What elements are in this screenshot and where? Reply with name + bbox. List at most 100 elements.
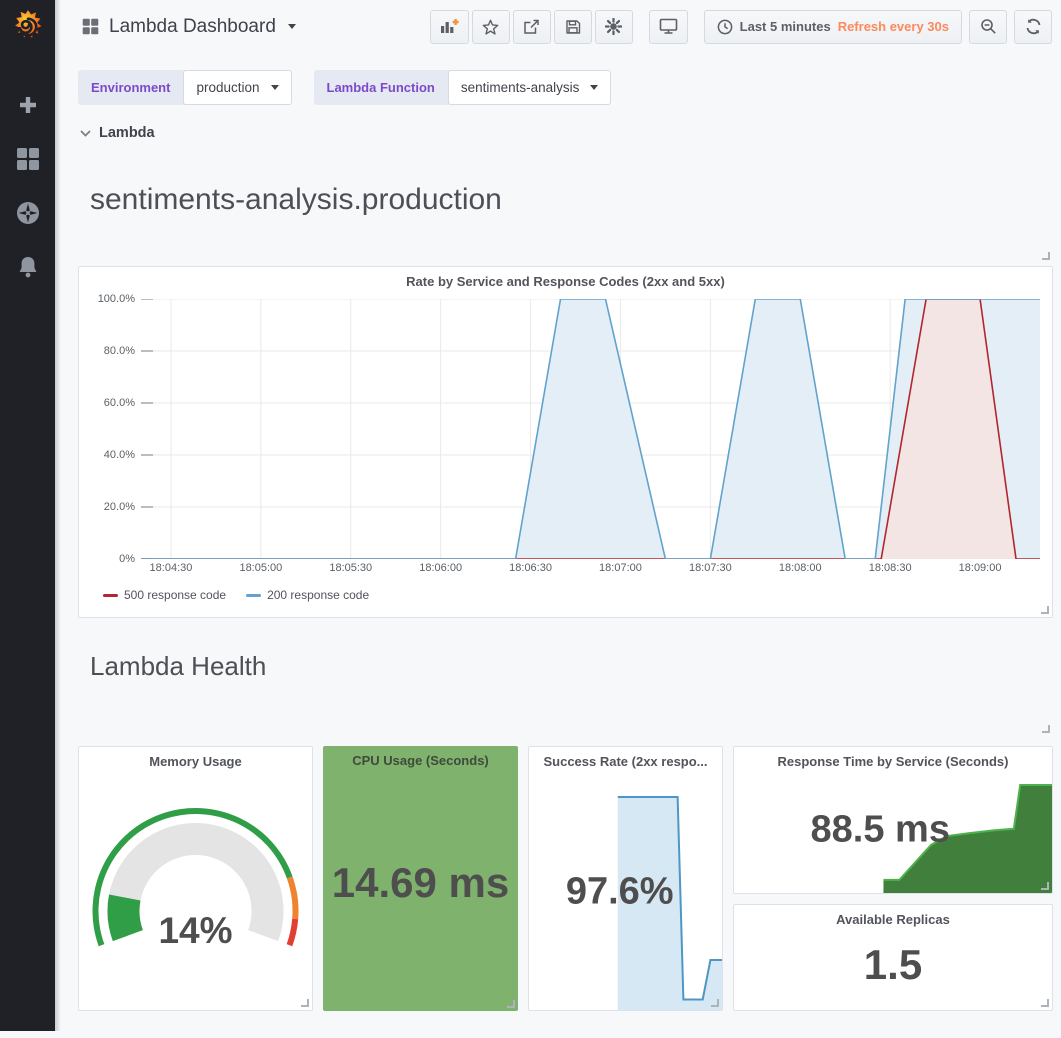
success-rate-sparkline bbox=[529, 747, 722, 1010]
x-tick-label: 18:06:30 bbox=[509, 562, 552, 574]
share-icon bbox=[524, 19, 539, 34]
add-panel-button[interactable] bbox=[429, 9, 469, 44]
chevron-down-icon bbox=[287, 24, 296, 29]
sidebar-alerting-button[interactable] bbox=[15, 254, 41, 280]
refresh-icon bbox=[1026, 18, 1040, 35]
x-axis-labels: 18:04:30 18:05:00 18:05:30 18:06:00 18:06:30… bbox=[141, 562, 1040, 580]
section-title: Lambda Health bbox=[90, 651, 267, 681]
clock-icon bbox=[717, 19, 733, 34]
rate-graph-panel: Rate by Service and Response Codes (2xx … bbox=[78, 266, 1053, 618]
available-replicas-value: 1.5 bbox=[863, 941, 923, 988]
rate-graph-canvas[interactable] bbox=[141, 299, 1040, 559]
variable-lambda-function-value: sentiments-analysis bbox=[460, 80, 580, 95]
panel-resize-handle[interactable] bbox=[1042, 725, 1050, 733]
refresh-dashboard-button[interactable] bbox=[1014, 9, 1052, 44]
variable-environment-label: Environment bbox=[91, 80, 171, 95]
y-tick-label: 100.0% bbox=[97, 293, 135, 305]
legend-series-label: 200 response code bbox=[267, 588, 370, 602]
response-time-sparkline bbox=[734, 747, 1052, 893]
share-dashboard-button[interactable] bbox=[512, 9, 551, 44]
zoom-out-button[interactable] bbox=[969, 9, 1007, 44]
row-lambda-toggle[interactable]: Lambda bbox=[80, 125, 1061, 141]
y-axis-labels: 0% 20.0% 40.0% 60.0% 80.0% 100.0% bbox=[89, 293, 141, 565]
panel-resize-handle[interactable] bbox=[1041, 882, 1049, 890]
cpu-usage-value: 14.69 ms bbox=[331, 858, 510, 906]
rate-graph-plot: 0% 20.0% 40.0% 60.0% 80.0% 100.0% bbox=[79, 293, 1052, 565]
variable-lambda-function-select[interactable]: sentiments-analysis bbox=[447, 70, 612, 105]
template-variables-row: Environment production Lambda Function s… bbox=[55, 53, 1061, 105]
bell-icon bbox=[19, 257, 36, 278]
refresh-interval-label: Refresh every 30s bbox=[837, 19, 949, 34]
legend-color-dash bbox=[246, 593, 262, 597]
chevron-down-icon bbox=[270, 85, 279, 90]
x-tick-label: 18:08:00 bbox=[778, 562, 822, 574]
chevron-down-icon bbox=[80, 129, 91, 137]
panel-resize-handle[interactable] bbox=[1041, 999, 1049, 1007]
variable-lambda-function: Lambda Function sentiments-analysis bbox=[313, 70, 612, 105]
available-replicas-title[interactable]: Available Replicas bbox=[836, 911, 950, 927]
rate-graph-panel-title[interactable]: Rate by Service and Response Codes (2xx … bbox=[406, 273, 725, 289]
memory-usage-title[interactable]: Memory Usage bbox=[149, 753, 242, 769]
save-icon bbox=[565, 19, 580, 34]
x-tick-label: 18:06:00 bbox=[419, 562, 463, 574]
panel-resize-handle[interactable] bbox=[301, 999, 309, 1007]
sidebar-add-button[interactable] bbox=[15, 92, 41, 118]
function-title: sentiments-analysis.production bbox=[90, 183, 502, 216]
y-tick-label: 80.0% bbox=[103, 345, 135, 357]
grafana-logo-icon bbox=[14, 10, 42, 38]
x-tick-label: 18:05:30 bbox=[329, 562, 373, 574]
response-time-title[interactable]: Response Time by Service (Seconds) bbox=[777, 753, 1009, 769]
chevron-down-icon bbox=[590, 85, 599, 90]
memory-usage-panel: Memory Usage 14% bbox=[78, 746, 313, 1011]
y-tick-label: 20.0% bbox=[103, 501, 135, 513]
monitor-icon bbox=[659, 18, 677, 34]
sidebar-dashboards-button[interactable] bbox=[15, 146, 41, 172]
dashboard-title-menu[interactable]: Lambda Dashboard bbox=[82, 16, 296, 38]
grafana-logo[interactable] bbox=[0, 0, 55, 54]
sidebar bbox=[0, 0, 61, 1031]
variable-lambda-function-label: Lambda Function bbox=[326, 80, 435, 95]
y-tick-label: 0% bbox=[119, 553, 135, 565]
panel-resize-handle[interactable] bbox=[507, 1000, 515, 1008]
variable-environment-value: production bbox=[196, 80, 260, 95]
zoom-out-icon bbox=[980, 19, 996, 34]
panel-resize-handle[interactable] bbox=[1041, 606, 1049, 614]
main-content: Lambda Dashboard bbox=[55, 0, 1061, 1038]
cycle-view-mode-button[interactable] bbox=[648, 9, 688, 44]
x-tick-label: 18:04:30 bbox=[149, 562, 193, 574]
dashboards-grid-icon bbox=[16, 148, 39, 170]
variable-environment-select[interactable]: production bbox=[183, 70, 292, 105]
panel-resize-handle[interactable] bbox=[711, 999, 719, 1007]
top-navbar: Lambda Dashboard bbox=[55, 0, 1061, 53]
success-rate-title[interactable]: Success Rate (2xx respo... bbox=[543, 753, 708, 769]
save-dashboard-button[interactable] bbox=[553, 9, 592, 44]
plus-icon bbox=[19, 97, 36, 113]
y-tick-label: 60.0% bbox=[103, 397, 135, 409]
sidebar-explore-button[interactable] bbox=[15, 200, 41, 226]
add-panel-icon bbox=[440, 19, 459, 33]
x-tick-label: 18:07:00 bbox=[599, 562, 642, 574]
response-time-panel: Response Time by Service (Seconds) 88.5 … bbox=[733, 746, 1053, 894]
response-time-value: 88.5 ms bbox=[810, 808, 950, 851]
time-range-label: Last 5 minutes bbox=[739, 19, 831, 34]
cpu-usage-panel: CPU Usage (Seconds) 14.69 ms bbox=[323, 746, 518, 1011]
variable-environment: Environment production bbox=[78, 70, 292, 105]
time-range-picker[interactable]: Last 5 minutes Refresh every 30s bbox=[703, 9, 962, 44]
success-rate-panel: Success Rate (2xx respo... 97.6% bbox=[528, 746, 723, 1011]
legend-item[interactable]: 500 response code bbox=[103, 588, 226, 602]
panel-resize-handle[interactable] bbox=[1042, 252, 1050, 260]
toolbar: Last 5 minutes Refresh every 30s bbox=[429, 9, 1052, 44]
available-replicas-panel: Available Replicas 1.5 bbox=[733, 904, 1053, 1011]
compass-icon bbox=[16, 202, 39, 224]
x-tick-label: 18:05:00 bbox=[239, 562, 283, 574]
graph-legend: 500 response code 200 response code bbox=[79, 580, 1052, 602]
section-title-text-panel: Lambda Health bbox=[78, 633, 1053, 736]
dashboard-settings-button[interactable] bbox=[594, 9, 633, 44]
page-title: Lambda Dashboard bbox=[109, 15, 276, 37]
cpu-usage-title[interactable]: CPU Usage (Seconds) bbox=[352, 752, 489, 768]
legend-item[interactable]: 200 response code bbox=[246, 588, 369, 602]
success-rate-value: 97.6% bbox=[565, 870, 674, 913]
star-dashboard-button[interactable] bbox=[471, 9, 510, 44]
memory-usage-value: 14% bbox=[158, 910, 232, 951]
legend-color-dash bbox=[103, 593, 118, 597]
